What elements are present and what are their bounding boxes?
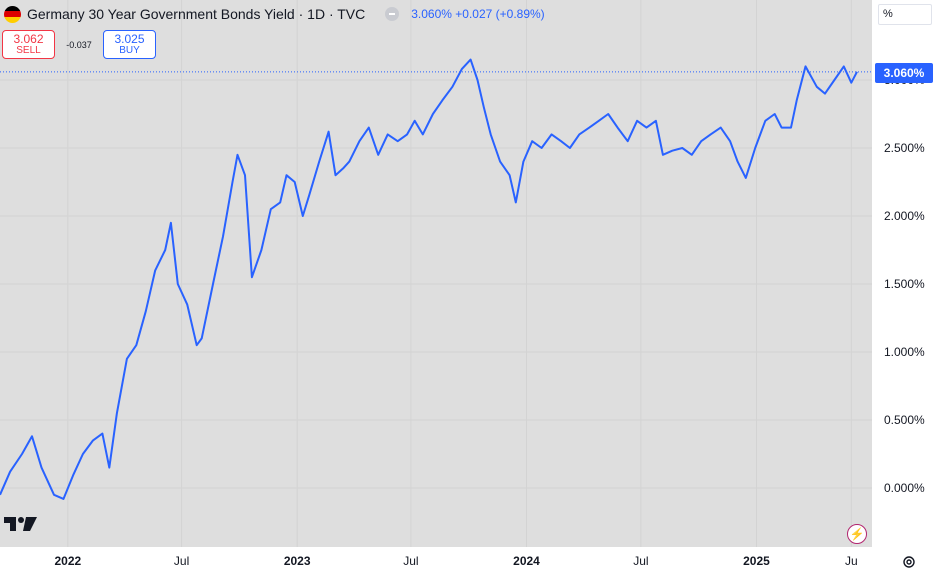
germany-flag-icon [4,5,21,23]
chart-area[interactable] [0,0,872,547]
symbol-title[interactable]: Germany 30 Year Government Bonds Yield ·… [27,6,366,22]
y-tick-label: 1.500% [884,277,925,291]
minus-icon[interactable] [385,7,400,21]
x-tick-label: Jul [633,554,649,568]
x-tick-label: Jul [403,554,419,568]
time-scale[interactable] [0,547,936,571]
x-tick-label: Ju [845,554,858,568]
series-line [0,58,858,500]
buy-price: 3.025 [114,31,145,46]
x-tick-label: 2024 [513,554,540,568]
quote-change: 3.060% +0.027 (+0.89%) [411,7,545,21]
flash-icon[interactable]: ⚡ [847,524,867,544]
buy-button[interactable]: 3.025 BUY [103,30,156,59]
buy-label: BUY [119,44,140,56]
spread-value: -0.037 [66,39,92,50]
x-tick-label: 2022 [54,554,82,568]
sell-button[interactable]: 3.062 SELL [2,30,55,59]
tradingview-logo-icon[interactable] [4,515,38,533]
sell-price: 3.062 [13,31,44,46]
y-tick-label: 2.000% [884,209,925,223]
x-tick-label: Jul [173,554,190,568]
scale-unit-box[interactable]: % [878,4,932,25]
y-tick-label: 0.500% [884,413,925,427]
x-tick-label: 2023 [283,554,311,568]
y-tick-label: 2.500% [884,141,925,155]
y-tick-label: 1.000% [884,345,925,359]
grid-lines [0,0,872,547]
price-scale[interactable] [872,0,936,547]
x-tick-label: 2025 [743,554,770,568]
sell-label: SELL [16,44,41,56]
chart-header: Germany 30 Year Government Bonds Yield ·… [4,4,545,24]
current-price-label: 3.060% [875,63,933,83]
trade-panel: 3.062 SELL -0.037 3.025 BUY [2,30,156,59]
settings-icon[interactable] [902,555,916,569]
y-tick-label: 0.000% [884,481,925,495]
